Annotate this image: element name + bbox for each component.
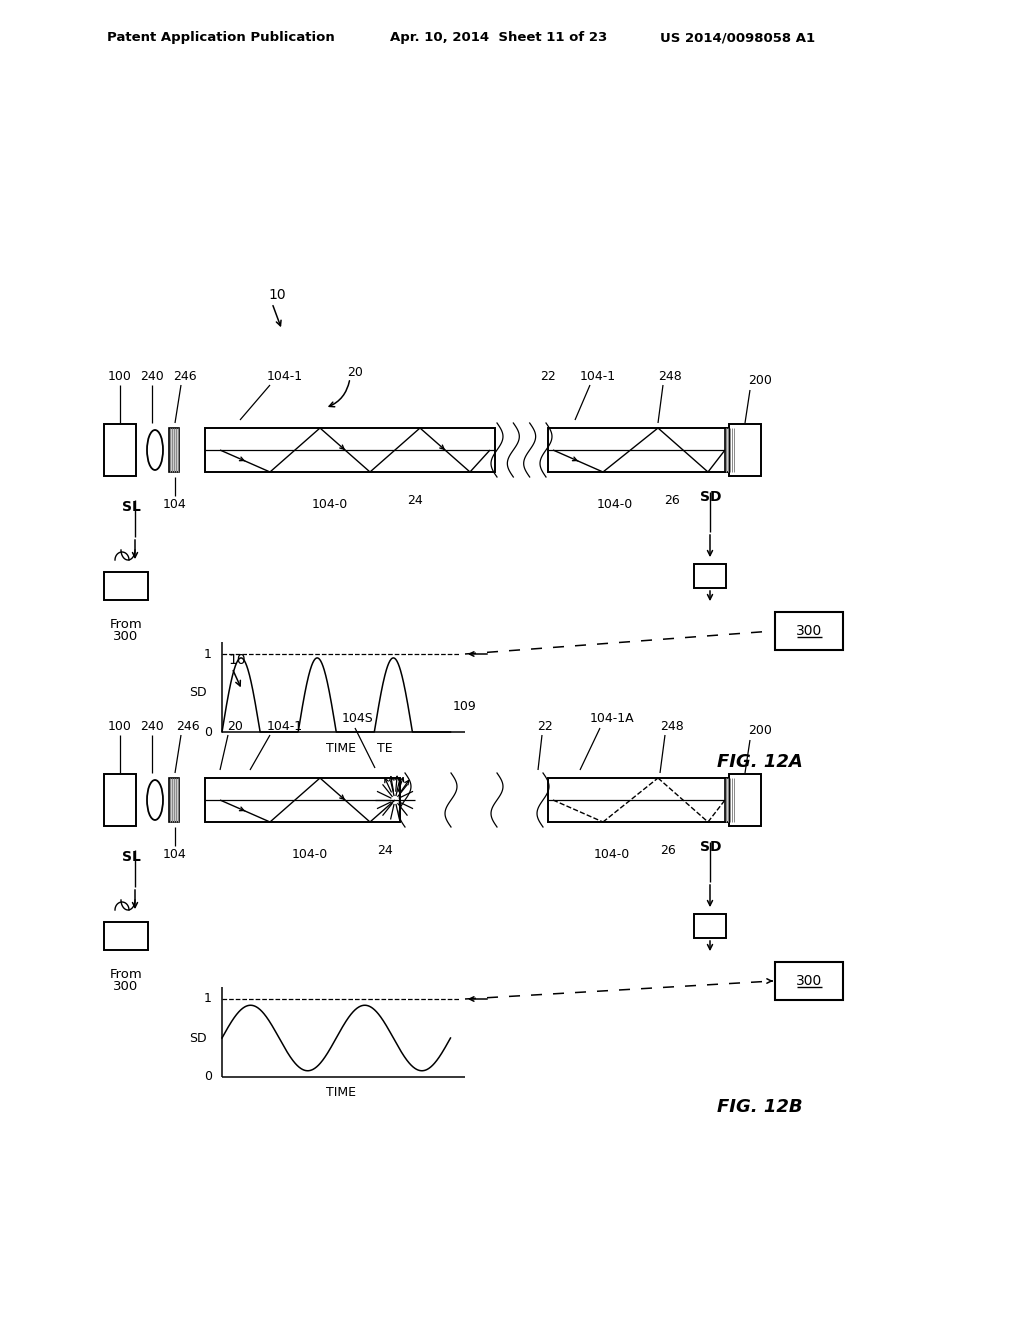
Text: 104-1A: 104-1A	[590, 711, 634, 725]
Bar	[775, 612, 843, 649]
Bar	[725, 777, 735, 822]
Text: 104-0: 104-0	[597, 498, 633, 511]
Ellipse shape	[147, 430, 163, 470]
Bar	[104, 921, 148, 950]
Text: 248: 248	[660, 719, 684, 733]
Bar	[694, 913, 726, 939]
Text: 20: 20	[347, 367, 362, 380]
Text: SL: SL	[122, 500, 141, 513]
Text: 10: 10	[228, 653, 246, 667]
Bar	[775, 962, 843, 1001]
Text: 300: 300	[796, 624, 822, 638]
Text: 100: 100	[109, 719, 132, 733]
Text: 104-0: 104-0	[312, 498, 348, 511]
Text: 300: 300	[114, 631, 138, 644]
Text: 1: 1	[204, 993, 212, 1006]
Text: FIG. 12B: FIG. 12B	[717, 1098, 803, 1115]
Text: 300: 300	[114, 981, 138, 994]
Text: Patent Application Publication: Patent Application Publication	[106, 32, 335, 45]
Text: TE: TE	[377, 742, 393, 755]
Text: TIME: TIME	[326, 1086, 356, 1100]
Text: 109: 109	[454, 700, 477, 713]
Text: SL: SL	[122, 850, 141, 865]
Text: FIG. 12A: FIG. 12A	[717, 752, 803, 771]
Ellipse shape	[147, 780, 163, 820]
Text: 104S: 104S	[342, 711, 374, 725]
Text: 26: 26	[665, 494, 680, 507]
Text: From: From	[110, 968, 142, 981]
Bar	[548, 428, 730, 473]
Text: 22: 22	[538, 719, 553, 733]
Text: 100: 100	[109, 370, 132, 383]
Text: 26: 26	[660, 843, 676, 857]
Bar	[694, 564, 726, 587]
Text: 240: 240	[140, 719, 164, 733]
Text: 104-1: 104-1	[580, 370, 616, 383]
Text: US 2014/0098058 A1: US 2014/0098058 A1	[660, 32, 815, 45]
Bar	[169, 777, 179, 822]
Text: 248: 248	[658, 370, 682, 383]
Text: 246: 246	[176, 719, 200, 733]
Bar	[104, 774, 136, 826]
Text: 240: 240	[140, 370, 164, 383]
Text: 300: 300	[796, 974, 822, 987]
Text: 104: 104	[163, 847, 186, 861]
Bar	[104, 424, 136, 477]
Text: 104-0: 104-0	[594, 847, 630, 861]
Text: SD: SD	[700, 490, 722, 504]
Bar	[548, 777, 730, 822]
Text: SD: SD	[189, 686, 207, 700]
Bar	[205, 777, 400, 822]
Text: 22: 22	[540, 370, 556, 383]
Text: 104-1: 104-1	[267, 719, 303, 733]
Text: 200: 200	[749, 374, 772, 387]
Text: 246: 246	[173, 370, 197, 383]
Bar	[729, 424, 761, 477]
Text: SD: SD	[700, 840, 722, 854]
Bar	[725, 428, 735, 473]
Text: SD: SD	[189, 1031, 207, 1044]
Text: 0: 0	[204, 726, 212, 738]
Bar	[169, 428, 179, 473]
Bar	[205, 428, 495, 473]
Text: 24: 24	[408, 494, 423, 507]
Text: 200: 200	[749, 723, 772, 737]
Bar	[104, 572, 148, 601]
Text: 0: 0	[204, 1071, 212, 1084]
Text: 1: 1	[204, 648, 212, 660]
Text: 104-1: 104-1	[267, 370, 303, 383]
Text: TIME: TIME	[326, 742, 356, 755]
Text: From: From	[110, 618, 142, 631]
Text: 104: 104	[163, 498, 186, 511]
Text: 104-0: 104-0	[292, 847, 328, 861]
Text: 10: 10	[268, 288, 286, 302]
Text: 24: 24	[377, 843, 393, 857]
Text: 20: 20	[227, 719, 243, 733]
Text: Apr. 10, 2014  Sheet 11 of 23: Apr. 10, 2014 Sheet 11 of 23	[390, 32, 607, 45]
Bar	[729, 774, 761, 826]
